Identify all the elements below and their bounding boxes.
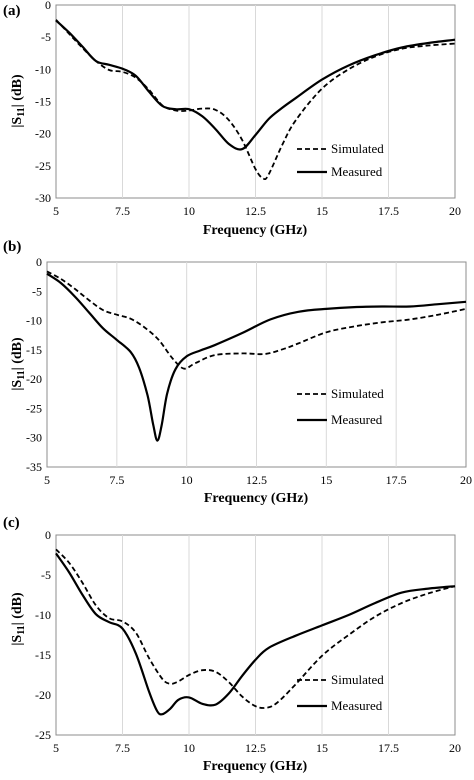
y-tick-label-c: -25: [35, 728, 51, 742]
y-tick-label-c: -5: [41, 568, 51, 582]
x-axis-title-b: Frequency (GHz): [204, 491, 309, 506]
x-tick-label-c: 17.5: [378, 741, 399, 755]
legend-b: Simulated Measured: [297, 386, 384, 427]
x-tick-label-a: 5: [53, 204, 59, 218]
legend-c-simulated-label: Simulated: [331, 672, 384, 687]
y-tick-label-b: -25: [26, 401, 42, 415]
y-tick-label-a: -20: [35, 127, 51, 141]
chart-panel-a: 5 7.5 10 12.5 15 17.5 20 0 -5 -10 -15 -20 -25 -30 (a)…: [3, 0, 461, 238]
x-tick-label-a: 7.5: [115, 204, 130, 218]
y-tick-label-c: -15: [35, 648, 51, 662]
y-axis-title-c: |S11| (dB): [10, 592, 27, 646]
y-axis-title-a-main: |S: [10, 117, 25, 128]
legend-b-measured-label: Measured: [331, 412, 383, 427]
panel-label-c: (c): [3, 515, 20, 531]
y-axis-title-c-sub: 11: [16, 625, 27, 634]
y-tick-label-a: 0: [45, 0, 51, 12]
x-tick-label-c: 7.5: [115, 741, 130, 755]
x-tick-label-b: 17.5: [386, 473, 407, 487]
x-tick-label-c: 20: [449, 741, 461, 755]
chart-panel-b: 5 7.5 10 12.5 15 17.5 200-5-10-15-20-25-30-35 …: [3, 239, 472, 506]
legend-c: Simulated Measured: [297, 672, 384, 713]
x-tick-label-b: 20: [460, 473, 472, 487]
panel-label-b: (b): [3, 239, 21, 255]
legend-a-measured-label: Measured: [331, 164, 383, 179]
y-tick-label-b: -30: [26, 431, 42, 445]
series-measured-line-c: [55, 552, 456, 716]
legend-c-measured-label: Measured: [331, 698, 383, 713]
x-tick-label-b: 12.5: [246, 473, 267, 487]
y-tick-label-b: -15: [26, 343, 42, 357]
y-axis-title-a-tail: | (dB): [10, 74, 25, 107]
x-tick-label-b: 15: [320, 473, 332, 487]
y-tick-label-c: 0: [45, 528, 51, 542]
x-axis-title-c: Frequency (GHz): [203, 759, 308, 774]
y-tick-label-a: -10: [35, 62, 51, 76]
series-measured-line-b: [46, 272, 467, 442]
x-tick-label-a: 17.5: [378, 204, 399, 218]
legend-b-simulated-label: Simulated: [331, 386, 384, 401]
x-tick-label-c: 5: [53, 741, 59, 755]
x-tick-label-b: 5: [44, 473, 50, 487]
chart-panel-c: 5 7.5 10 12.5 15 17.5 20 0 -5 -10 -15 -20 -25 (c) Fr…: [3, 515, 461, 774]
y-tick-label-b: -35: [26, 460, 42, 474]
series-measured-line-a: [55, 19, 456, 151]
y-axis-title-b-sub: 11: [16, 370, 27, 379]
y-axis-title-b-tail: | (dB): [10, 337, 25, 370]
y-tick-label-a: -5: [41, 30, 51, 44]
x-tick-label-a: 10: [183, 204, 195, 218]
y-tick-label-c: -10: [35, 608, 51, 622]
y-axis-title-c-tail: | (dB): [10, 592, 25, 625]
y-tick-label-a: -25: [35, 159, 51, 173]
y-tick-label-a: -15: [35, 95, 51, 109]
panel-label-a: (a): [3, 3, 21, 19]
series-simulated-line-a: [55, 19, 456, 181]
x-tick-label-b: 10: [181, 473, 193, 487]
y-tick-label-b: -5: [32, 284, 42, 298]
x-tick-label-a: 15: [316, 204, 328, 218]
y-axis-title-a-sub: 11: [16, 107, 27, 116]
x-tick-label-a: 20: [449, 204, 461, 218]
x-tick-label-a: 12.5: [245, 204, 266, 218]
series-simulated-line-c: [55, 548, 456, 709]
y-tick-label-b: -20: [26, 372, 42, 386]
y-tick-label-b: -10: [26, 314, 42, 328]
y-axis-title-b-main: |S: [10, 380, 25, 391]
x-axis-title-a: Frequency (GHz): [203, 223, 308, 238]
y-axis-title-c-main: |S: [10, 635, 25, 646]
y-tick-label-c: -20: [35, 688, 51, 702]
y-tick-label-b: 0: [36, 255, 42, 269]
y-axis-title-a: |S11| (dB): [10, 74, 27, 128]
x-tick-label-c: 15: [316, 741, 328, 755]
y-tick-label-a: -30: [35, 191, 51, 205]
x-tick-label-b: 7.5: [109, 473, 124, 487]
y-axis-title-b: |S11| (dB): [10, 337, 27, 391]
x-tick-label-c: 10: [183, 741, 195, 755]
legend-a: Simulated Measured: [297, 141, 384, 179]
x-tick-label-c: 12.5: [245, 741, 266, 755]
legend-a-simulated-label: Simulated: [331, 141, 384, 156]
